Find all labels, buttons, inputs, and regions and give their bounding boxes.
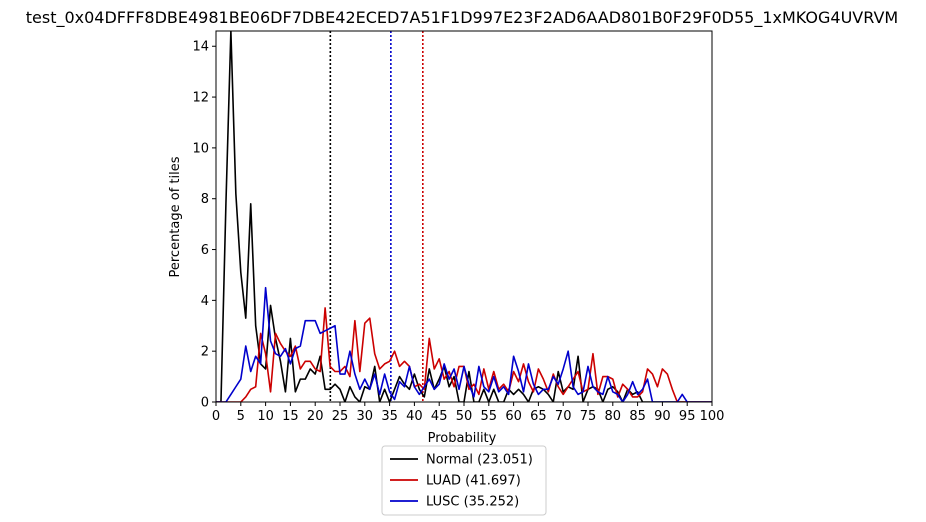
x-tick-label: 60 [505,409,522,424]
legend-entry-lusc: LUSC (35.252) [426,495,519,510]
y-tick-label: 14 [192,40,209,55]
x-tick-label: 90 [654,409,671,424]
x-tick-label: 50 [456,409,473,424]
x-tick-label: 40 [406,409,423,424]
x-tick-label: 15 [282,409,299,424]
x-tick-label: 75 [580,409,597,424]
x-tick-label: 95 [679,409,696,424]
x-tick-label: 20 [307,409,324,424]
y-tick-label: 4 [201,294,209,309]
chart-title: test_0x04DFFF8DBE4981BE06DF7DBE42ECED7A5… [26,8,898,28]
x-tick-label: 70 [555,409,572,424]
legend: Normal (23.051) LUAD (41.697) LUSC (35.252… [381,445,547,516]
x-tick-label: 55 [481,409,498,424]
y-tick-label: 0 [201,396,209,411]
x-tick-label: 10 [257,409,274,424]
x-tick-label: 80 [605,409,622,424]
x-tick-label: 30 [357,409,374,424]
x-tick-label: 35 [381,409,398,424]
x-tick-label: 5 [237,409,245,424]
x-tick-label: 100 [700,409,725,424]
y-tick-label: 8 [201,192,209,207]
legend-box [381,445,547,516]
y-tick-label: 2 [201,345,209,360]
threshold-lines [329,31,424,402]
x-tick-label: 25 [332,409,349,424]
y-tick-label: 6 [201,243,209,258]
series-line-normal [216,31,712,402]
legend-entry-normal: Normal (23.051) [426,453,533,468]
x-tick-label: 45 [431,409,448,424]
x-tick-label: 65 [530,409,547,424]
x-tick-label: 0 [212,409,220,424]
x-axis-label: Probability [428,431,497,446]
series-line-lusc [216,286,712,402]
series-line-luad [216,307,712,402]
y-tick-label: 10 [192,141,209,156]
x-axis: 0 5 10 15 20 25 30 35 40 45 50 55 60 65 70 75 80 85 90 95 10… [212,402,725,424]
y-axis-label: Percentage of tiles [168,156,183,277]
x-tick-label: 85 [629,409,646,424]
legend-entry-luad: LUAD (41.697) [426,474,521,489]
series-lines [216,31,712,402]
y-tick-label: 12 [192,91,209,106]
y-axis: 0 2 4 6 8 10 12 14 [192,40,216,411]
